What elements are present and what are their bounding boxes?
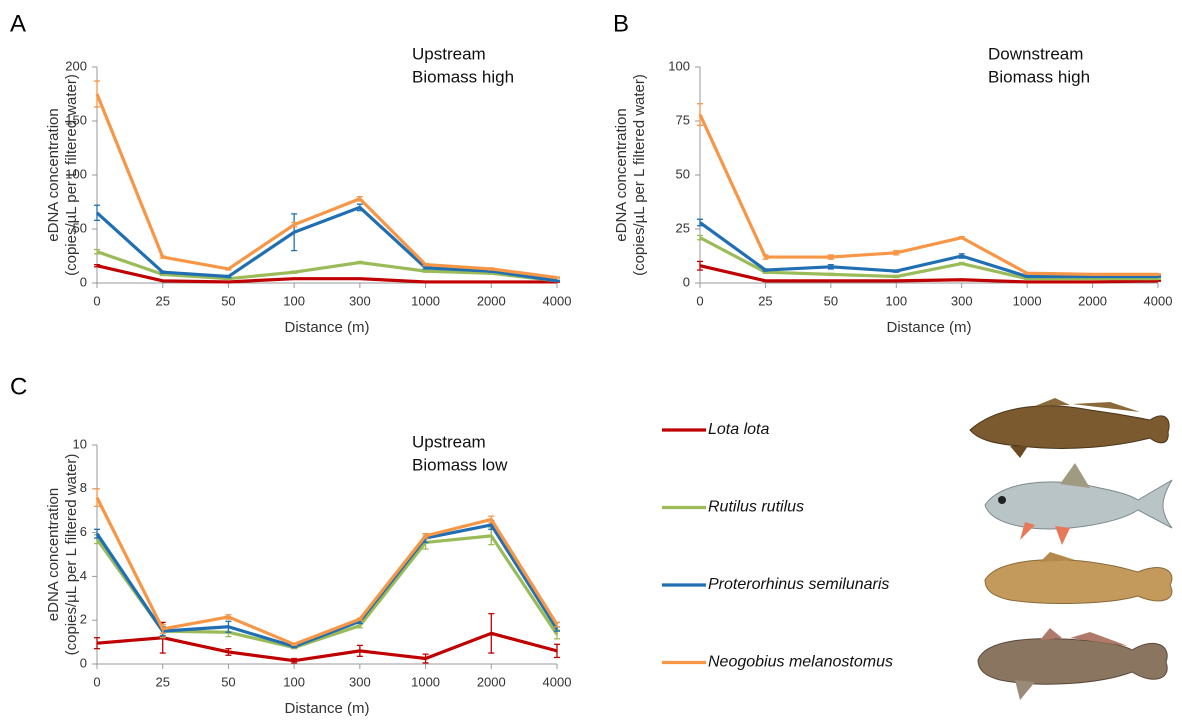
legend-label: Proterorhinus semilunaris xyxy=(708,576,889,593)
y-tick-label: 0 xyxy=(683,274,690,289)
x-tick-label: 2000 xyxy=(477,293,506,308)
x-tick-label: 25 xyxy=(155,293,169,308)
y-axis-label: (copies/µL per L filtered water) xyxy=(63,74,80,276)
series-line xyxy=(699,236,1158,281)
fish-burbot xyxy=(969,398,1170,458)
x-axis-label: Distance (m) xyxy=(284,319,369,336)
annotation: Biomass low xyxy=(412,455,508,474)
x-tick-label: 50 xyxy=(221,674,235,689)
y-tick-label: 100 xyxy=(668,58,690,73)
y-axis-label: eDNA concentration xyxy=(613,108,630,241)
x-tick-label: 0 xyxy=(93,674,100,689)
series-line xyxy=(95,496,559,646)
x-tick-label: 300 xyxy=(349,293,371,308)
y-tick-label: 4 xyxy=(80,568,87,583)
series-line xyxy=(96,250,558,283)
x-tick-label: 300 xyxy=(349,674,371,689)
y-tick-label: 50 xyxy=(676,166,690,181)
x-tick-label: 1000 xyxy=(1013,293,1042,308)
annotation: Biomass high xyxy=(988,67,1090,86)
x-tick-label: 50 xyxy=(221,293,235,308)
y-axis-label: (copies/µL per L filtered water) xyxy=(63,454,80,656)
fish-round-goby xyxy=(977,628,1168,700)
x-tick-label: 100 xyxy=(283,674,305,689)
y-tick-label: 50 xyxy=(73,220,87,235)
y-axis-label: eDNA concentration xyxy=(45,108,62,241)
x-tick-label: 0 xyxy=(93,293,100,308)
y-axis-label: (copies/µL per L filtered water) xyxy=(631,74,648,276)
y-tick-label: 0 xyxy=(80,655,87,670)
x-tick-label: 4000 xyxy=(1144,293,1173,308)
series-line xyxy=(96,264,557,284)
x-tick-label: 100 xyxy=(885,293,907,308)
annotation: Biomass high xyxy=(412,67,514,86)
series-line xyxy=(95,205,558,283)
series-line xyxy=(699,221,1158,279)
fish-eye xyxy=(998,496,1006,504)
series-line xyxy=(699,264,1159,284)
panel-label: B xyxy=(613,10,629,37)
legend-label: Lota lota xyxy=(708,421,769,438)
y-tick-label: 200 xyxy=(65,58,87,73)
x-tick-label: 25 xyxy=(758,293,772,308)
x-tick-label: 50 xyxy=(824,293,838,308)
series-line xyxy=(95,523,559,649)
y-tick-label: 25 xyxy=(676,220,690,235)
x-tick-label: 100 xyxy=(283,293,305,308)
x-tick-label: 2000 xyxy=(1078,293,1107,308)
y-tick-label: 150 xyxy=(65,112,87,127)
legend-label: Neogobius melanostomus xyxy=(708,654,893,671)
series-line xyxy=(698,113,1158,276)
x-axis-label: Distance (m) xyxy=(284,700,369,717)
annotation: Upstream xyxy=(412,432,486,451)
fish-roach xyxy=(984,463,1173,545)
x-tick-label: 1000 xyxy=(411,674,440,689)
y-tick-label: 100 xyxy=(65,166,87,181)
fish-tubenose-goby xyxy=(984,552,1173,604)
y-tick-label: 75 xyxy=(676,112,690,127)
panel-label: A xyxy=(10,10,26,37)
panel-label: C xyxy=(10,373,27,400)
y-tick-label: 6 xyxy=(80,524,87,539)
x-axis-label: Distance (m) xyxy=(886,319,971,336)
y-tick-label: 8 xyxy=(80,480,87,495)
x-tick-label: 4000 xyxy=(543,293,572,308)
y-tick-label: 2 xyxy=(80,612,87,627)
x-tick-label: 25 xyxy=(155,674,169,689)
x-tick-label: 0 xyxy=(696,293,703,308)
series-line xyxy=(96,631,558,663)
y-tick-label: 0 xyxy=(80,274,87,289)
annotation: Upstream xyxy=(412,44,486,63)
x-tick-label: 2000 xyxy=(477,674,506,689)
y-axis-label: eDNA concentration xyxy=(45,488,62,621)
series-line xyxy=(95,93,558,280)
x-tick-label: 4000 xyxy=(543,674,572,689)
annotation: Downstream xyxy=(988,44,1083,63)
x-tick-label: 1000 xyxy=(411,293,440,308)
legend-label: Rutilus rutilus xyxy=(708,499,804,516)
legend: Lota lota Rutilus rutilus Proterorhinus se… xyxy=(662,421,893,671)
x-tick-label: 300 xyxy=(951,293,973,308)
y-tick-label: 10 xyxy=(73,436,87,451)
